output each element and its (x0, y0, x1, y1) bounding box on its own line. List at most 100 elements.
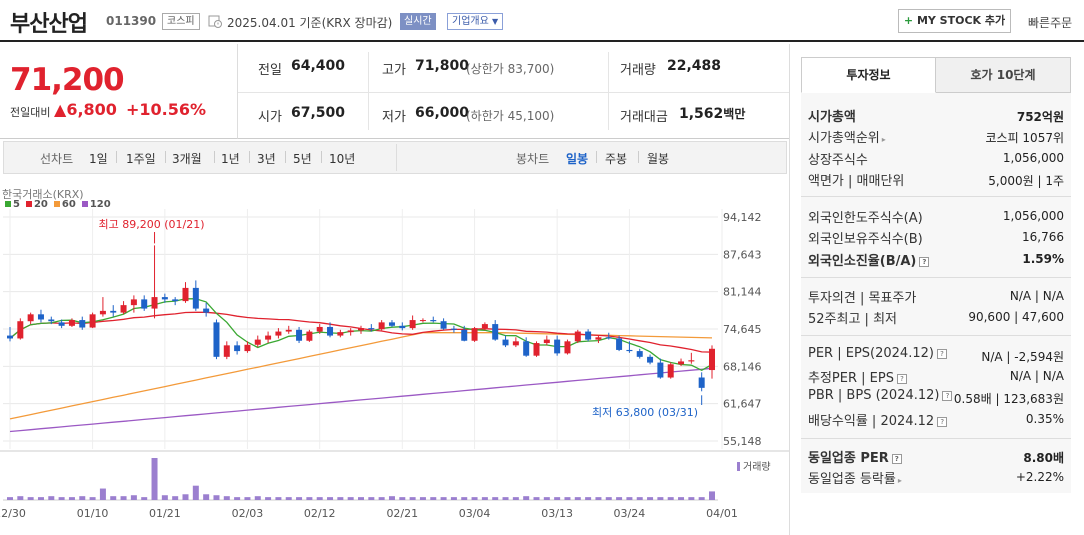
volume-bar (595, 497, 602, 500)
volume-bar (285, 497, 292, 500)
volume-bar (419, 497, 426, 500)
volume-bar (657, 497, 664, 500)
candle-body (151, 297, 158, 309)
pbr-label: PBR | BPS (2024.12) (808, 388, 940, 403)
volume-bar (450, 497, 457, 500)
mystock-add-label: MY STOCK 추가 (916, 14, 1006, 27)
volume-bar (68, 497, 75, 500)
candle-body (58, 322, 65, 326)
help-icon[interactable]: ? (942, 390, 953, 401)
shares-value: 1,056,000 (1002, 151, 1064, 165)
candle-body (37, 314, 44, 320)
candle-body (17, 321, 24, 339)
period-3m[interactable]: 3개월 (172, 152, 202, 166)
candle-monthly[interactable]: 월봉 (647, 152, 670, 166)
y-tick-label: 87,643 (723, 248, 762, 261)
candle-body (657, 362, 664, 378)
help-icon[interactable]: ? (919, 256, 930, 267)
market-cap-label: 시가총액 (808, 110, 856, 125)
volume-bar (430, 497, 437, 500)
candle-weekly[interactable]: 주봉 (605, 152, 628, 166)
candle-body (533, 343, 540, 356)
help-icon[interactable]: ? (891, 453, 902, 464)
period-10y[interactable]: 10년 (329, 152, 356, 166)
period-5y[interactable]: 5년 (293, 152, 312, 166)
period-1d[interactable]: 1일 (89, 152, 108, 166)
mystock-add-button[interactable]: + MY STOCK 추가 (898, 9, 1011, 33)
volume-bar (265, 497, 272, 500)
sector-rate-label: 동일업종 등락률 (808, 472, 896, 487)
price-chart[interactable]: 94,142 87,643 81,144 74,645 68,146 61,647 55,1… (0, 176, 790, 535)
low-label: 저가 (382, 110, 406, 125)
help-icon[interactable]: ? (937, 416, 948, 427)
period-sep (214, 151, 215, 163)
candle-body (709, 348, 715, 371)
period-3y[interactable]: 3년 (257, 152, 276, 166)
volume-bar (698, 497, 705, 500)
candle-body (512, 341, 519, 346)
sector-rate-row[interactable]: 동일업종 등락률 ▸ (808, 468, 902, 487)
volume-bar (574, 497, 581, 500)
candle-body (296, 329, 303, 341)
volume-legend-swatch (737, 462, 740, 471)
candle-body (388, 322, 395, 326)
diff-value: ▲6,800 (54, 100, 117, 119)
candle-body (213, 322, 220, 357)
week52-label: 52주최고 | 최저 (808, 312, 897, 327)
tab-hoga[interactable]: 호가 10단계 (935, 57, 1071, 93)
rank-label: 시가총액순위 (808, 131, 880, 146)
up-triangle-icon: ▲ (54, 100, 67, 119)
foreign-limit-label: 외국인한도주식수(A) (808, 211, 923, 226)
candle-body (99, 310, 106, 315)
ma-legend-swatch (25, 201, 32, 207)
per-label: PER | EPS(2024.12) (808, 346, 934, 361)
dividend-label: 배당수익률 | 2024.12 (808, 414, 935, 429)
foreign-hold-value: 16,766 (1022, 230, 1064, 244)
opinion-value: N/A | N/A (1009, 289, 1064, 303)
tab-invest-info[interactable]: 투자정보 (801, 57, 936, 93)
volume-bar (554, 497, 561, 500)
period-1y[interactable]: 1년 (221, 152, 240, 166)
candle-daily[interactable]: 일봉 (566, 152, 589, 166)
candle-body (130, 299, 137, 306)
volume-bar (709, 491, 715, 500)
ma-legend-swatch (81, 201, 88, 207)
low-annotation: 최저 63,800 (03/31) (592, 406, 698, 419)
period-sep (165, 151, 166, 163)
price-block (0, 44, 238, 139)
diff-amount: 6,800 (66, 100, 117, 119)
candle-body (141, 299, 148, 309)
volume-bar (647, 497, 654, 500)
candle-body (461, 329, 468, 341)
candle-body (244, 344, 251, 352)
upper-limit: (상한가 83,700) (466, 62, 555, 76)
help-icon[interactable]: ? (896, 373, 907, 384)
company-overview-button[interactable]: 기업개요 ▼ (447, 13, 504, 30)
est-per-label: 추정PER | EPS (808, 371, 894, 386)
candle-body (471, 328, 478, 341)
x-tick-label: 04/01 (706, 507, 738, 520)
candle-body (543, 339, 550, 344)
volume-bar (337, 497, 344, 500)
volume-bar (316, 497, 323, 500)
period-1w[interactable]: 1주일 (126, 152, 156, 166)
help-icon[interactable]: ? (936, 348, 947, 359)
period-sep (285, 151, 286, 163)
candle-body (605, 337, 612, 339)
sector-per-value: 8.80배 (1023, 451, 1064, 465)
candle-body (492, 324, 499, 340)
stock-name: 부산산업 (10, 12, 88, 37)
x-tick-label: 01/10 (77, 507, 109, 520)
market-cap-rank[interactable]: 시가총액순위 ▸ (808, 127, 886, 146)
volume-bar (130, 495, 137, 500)
volume-bar (616, 497, 623, 500)
volume-bar (244, 497, 251, 500)
volume-bar (667, 497, 674, 500)
candle-body (79, 320, 86, 328)
volume-bar (161, 495, 168, 500)
candle-body (481, 324, 488, 329)
candle-body (68, 320, 75, 326)
realtime-button[interactable]: 실시간 (400, 13, 436, 30)
quick-order-link[interactable]: 빠른주문 (1028, 16, 1073, 30)
ma-legend-swatch (53, 201, 60, 207)
